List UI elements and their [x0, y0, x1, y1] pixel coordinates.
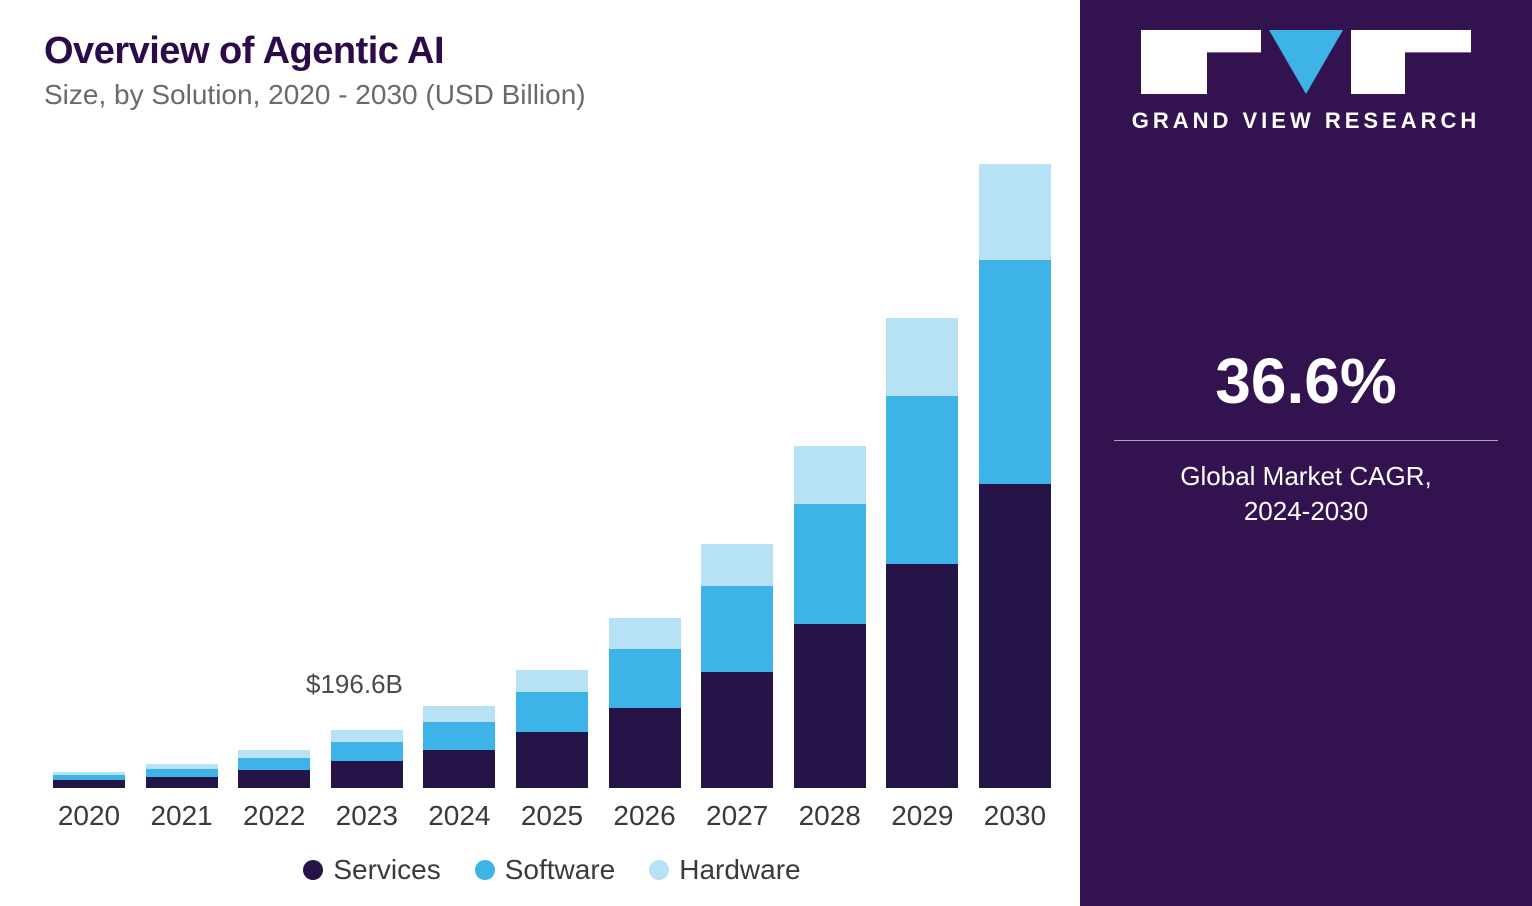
legend-label: Services [333, 854, 440, 886]
logo-letter-g-icon [1141, 30, 1261, 94]
chart-title: Overview of Agentic AI [44, 30, 1060, 73]
legend-swatch-icon [303, 860, 323, 880]
logo-letter-v-icon [1269, 30, 1343, 94]
bar-segment-services [886, 564, 958, 788]
bar-segment-hardware [609, 618, 681, 648]
stat-value: 36.6% [1114, 344, 1498, 418]
x-axis-label: 2023 [322, 800, 412, 832]
divider [1114, 440, 1498, 441]
bar-segment-services [516, 732, 588, 788]
x-axis-label: 2025 [507, 800, 597, 832]
bar-segment-software [979, 260, 1051, 484]
chart-area: $196.6B 20202021202220232024202520262027… [44, 139, 1060, 840]
brand-block: GRAND VIEW RESEARCH [1114, 30, 1498, 134]
bar-stack [886, 318, 958, 788]
legend-label: Software [505, 854, 616, 886]
legend-swatch-icon [649, 860, 669, 880]
main-panel: Overview of Agentic AI Size, by Solution… [0, 0, 1080, 906]
bar-segment-services [146, 777, 218, 788]
bar-segment-software [423, 722, 495, 749]
legend: Services Software Hardware [44, 854, 1060, 886]
bar-stack [516, 670, 588, 788]
stat-label-line2: 2024-2030 [1244, 496, 1368, 526]
bar-segment-hardware [701, 544, 773, 586]
bar-stack [146, 764, 218, 788]
x-axis-label: 2024 [414, 800, 504, 832]
bar-stack [331, 730, 403, 788]
x-axis-label: 2022 [229, 800, 319, 832]
bar-stack [238, 750, 310, 788]
bar-segment-hardware [423, 706, 495, 722]
sidebar: GRAND VIEW RESEARCH 36.6% Global Market … [1080, 0, 1532, 906]
bar-stack [979, 164, 1051, 788]
bar-column [600, 618, 690, 788]
bar-column [137, 764, 227, 788]
bar-segment-software [238, 758, 310, 771]
bar-segment-services [331, 761, 403, 788]
value-callout: $196.6B [306, 669, 403, 700]
bar-segment-software [701, 586, 773, 672]
bar-segment-software [794, 504, 866, 624]
x-axis-label: 2027 [692, 800, 782, 832]
stat-label: Global Market CAGR, 2024-2030 [1114, 459, 1498, 529]
x-axis-label: 2020 [44, 800, 134, 832]
bar-segment-hardware [794, 446, 866, 504]
x-axis-label: 2028 [785, 800, 875, 832]
bar-segment-services [238, 770, 310, 788]
bar-column [414, 706, 504, 788]
bar-stack [609, 618, 681, 788]
stat-label-line1: Global Market CAGR, [1180, 461, 1431, 491]
legend-item: Hardware [649, 854, 800, 886]
bar-segment-services [609, 708, 681, 788]
bar-segment-software [331, 742, 403, 761]
bar-stack [701, 544, 773, 788]
legend-item: Software [475, 854, 616, 886]
x-axis-label: 2026 [600, 800, 690, 832]
stat-block: 36.6% Global Market CAGR, 2024-2030 [1114, 344, 1498, 529]
bar-column [322, 730, 412, 788]
bar-segment-hardware [331, 730, 403, 741]
bar-segment-hardware [979, 164, 1051, 260]
bar-segment-hardware [886, 318, 958, 396]
legend-swatch-icon [475, 860, 495, 880]
bar-column [692, 544, 782, 788]
bar-column [229, 750, 319, 788]
bar-column [44, 772, 134, 788]
bar-segment-hardware [516, 670, 588, 692]
bar-segment-services [979, 484, 1051, 788]
bar-segment-software [516, 692, 588, 732]
x-axis-labels: 2020202120222023202420252026202720282029… [44, 800, 1060, 832]
x-axis-label: 2029 [877, 800, 967, 832]
bar-stack [423, 706, 495, 788]
x-axis-label: 2030 [970, 800, 1060, 832]
bar-segment-services [423, 750, 495, 788]
logo-letter-r-icon [1351, 30, 1471, 94]
bar-stack [53, 772, 125, 788]
bar-segment-software [146, 769, 218, 777]
page: Overview of Agentic AI Size, by Solution… [0, 0, 1532, 906]
bar-segment-services [701, 672, 773, 788]
bar-segment-hardware [238, 750, 310, 758]
brand-logo [1141, 30, 1471, 94]
bar-segment-software [886, 396, 958, 564]
chart-subtitle: Size, by Solution, 2020 - 2030 (USD Bill… [44, 79, 1060, 111]
legend-item: Services [303, 854, 440, 886]
bar-segment-software [609, 649, 681, 708]
bar-stack [794, 446, 866, 788]
bar-group [44, 139, 1060, 788]
legend-label: Hardware [679, 854, 800, 886]
bar-column [507, 670, 597, 788]
brand-name: GRAND VIEW RESEARCH [1132, 108, 1481, 134]
bar-segment-services [794, 624, 866, 788]
bar-column [785, 446, 875, 788]
x-axis-label: 2021 [137, 800, 227, 832]
bar-segment-services [53, 780, 125, 788]
bar-column [877, 318, 967, 788]
bar-column [970, 164, 1060, 788]
